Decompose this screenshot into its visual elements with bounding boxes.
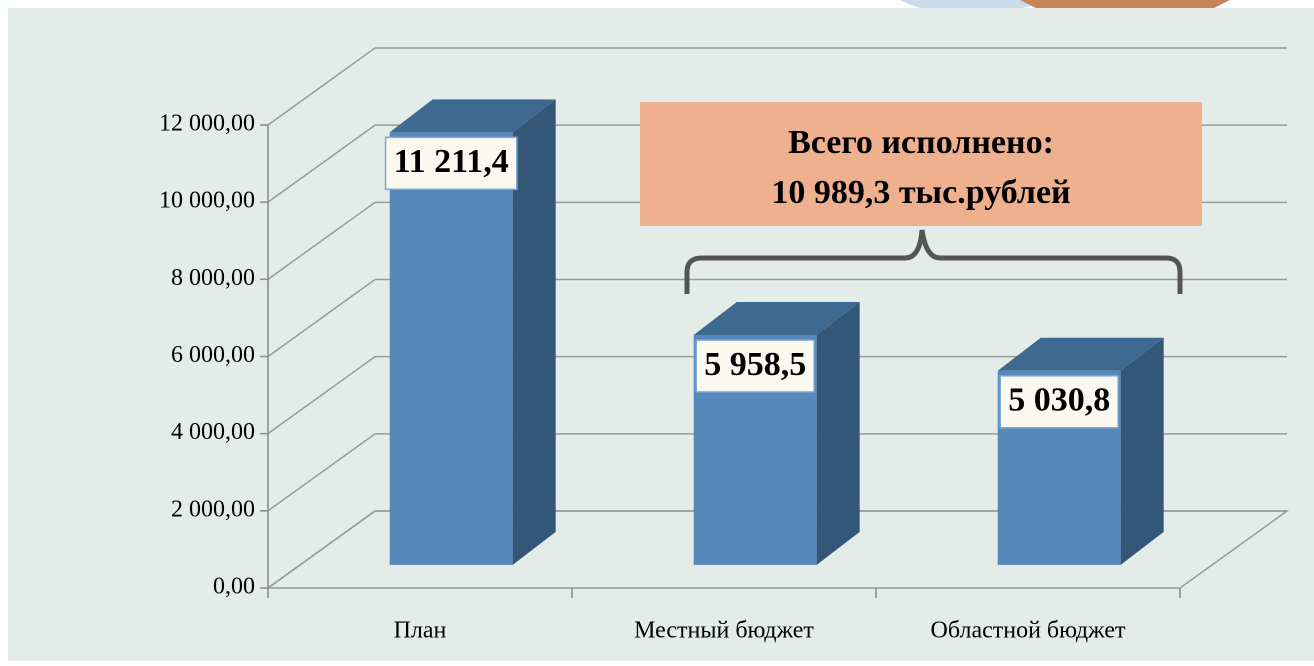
x-tick-label: План <box>394 618 447 644</box>
bar-top <box>693 302 860 336</box>
bar-top <box>389 99 556 133</box>
x-tick-label: Областной бюджет <box>931 618 1126 644</box>
bar-side <box>512 99 556 565</box>
bar-top <box>997 337 1164 371</box>
annotation-text: Всего исполнено: <box>788 124 1054 161</box>
value-label: 5 030,8 <box>999 375 1119 429</box>
y-tick-label: 6 000,00 <box>171 342 255 368</box>
value-label-box <box>384 136 518 191</box>
y-tick-label: 10 000,00 <box>159 188 255 214</box>
value-label-text: 11 211,4 <box>394 143 509 180</box>
decoration <box>1020 0 1230 10</box>
y-tick-label: 4 000,00 <box>171 419 255 445</box>
bar-side <box>1120 337 1164 565</box>
annotation-text: 10 989,3 тыс.рублей <box>771 174 1070 211</box>
grid <box>260 47 1290 598</box>
y-tick-label: 2 000,00 <box>171 496 255 522</box>
grid-line <box>267 47 1287 126</box>
value-label-text: 5 030,8 <box>1008 382 1110 419</box>
grid-line <box>267 355 1287 435</box>
brace <box>684 229 1183 294</box>
value-label-text: 5 958,5 <box>704 346 806 383</box>
value-label-box <box>999 375 1119 429</box>
y-tick-label: 8 000,00 <box>171 265 255 291</box>
bars: 11 211,4 5 958,5 5 030,8 <box>384 99 1164 565</box>
value-label-box <box>695 339 815 393</box>
bar-front <box>389 132 513 565</box>
y-tick-label: 0,00 <box>213 574 255 600</box>
annotation-box <box>640 102 1202 226</box>
bar-side <box>816 302 860 565</box>
y-tick-label: 12 000,00 <box>159 111 255 137</box>
x-tick-label: Местный бюджет <box>634 618 814 644</box>
grid-line <box>267 433 1287 512</box>
grid-line <box>267 278 1287 358</box>
grid-line <box>267 510 1287 589</box>
value-label: 11 211,4 <box>384 136 518 191</box>
value-label: 5 958,5 <box>695 339 815 393</box>
